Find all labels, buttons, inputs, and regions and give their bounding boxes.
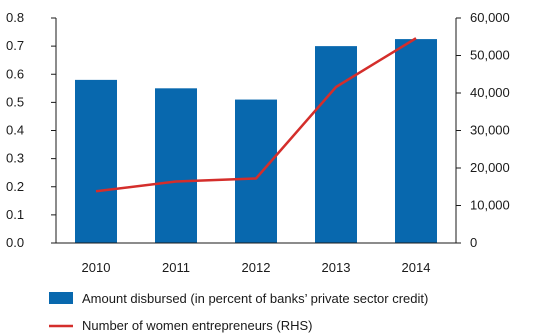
bar [395, 39, 437, 243]
right-tick-label: 20,000 [470, 160, 510, 175]
right-tick-label: 30,000 [470, 123, 510, 138]
legend-line-label: Number of women entrepreneurs (RHS) [82, 318, 312, 333]
bar [315, 46, 357, 243]
bar [235, 99, 277, 243]
left-tick-label: 0.0 [6, 235, 24, 250]
x-tick-label: 2011 [162, 260, 190, 275]
legend-bar-label: Amount disbursed (in percent of banks’ p… [82, 291, 428, 306]
left-tick-label: 0.3 [6, 151, 24, 166]
right-tick-label: 0 [470, 235, 477, 250]
bar-series [75, 39, 437, 243]
right-tick-label: 60,000 [470, 10, 510, 25]
left-tick-label: 0.8 [6, 10, 24, 25]
x-tick-label: 2012 [242, 260, 271, 275]
left-tick-label: 0.2 [6, 179, 24, 194]
bar [75, 79, 117, 243]
bar [155, 88, 197, 243]
left-tick-label: 0.1 [6, 207, 24, 222]
x-tick-label: 2010 [82, 260, 111, 275]
legend-bar-swatch [49, 292, 73, 304]
x-axis: 2010 2011 2012 2013 2014 [56, 242, 456, 275]
left-tick-label: 0.6 [6, 66, 24, 81]
right-tick-label: 50,000 [470, 48, 510, 63]
legend: Amount disbursed (in percent of banks’ p… [49, 291, 428, 333]
left-y-axis: 0.0 0.1 0.2 0.3 0.4 0.5 0.6 0.7 0.8 [6, 10, 57, 250]
right-y-axis: 0 10,000 20,000 30,000 40,000 50,000 60,000 [455, 10, 510, 250]
x-tick-label: 2013 [322, 260, 351, 275]
line-series [95, 37, 417, 193]
x-tick-label: 2014 [402, 260, 431, 275]
right-tick-label: 10,000 [470, 198, 510, 213]
left-tick-label: 0.7 [6, 38, 24, 53]
right-tick-label: 40,000 [470, 85, 510, 100]
left-tick-label: 0.5 [6, 94, 24, 109]
left-tick-label: 0.4 [6, 123, 24, 138]
